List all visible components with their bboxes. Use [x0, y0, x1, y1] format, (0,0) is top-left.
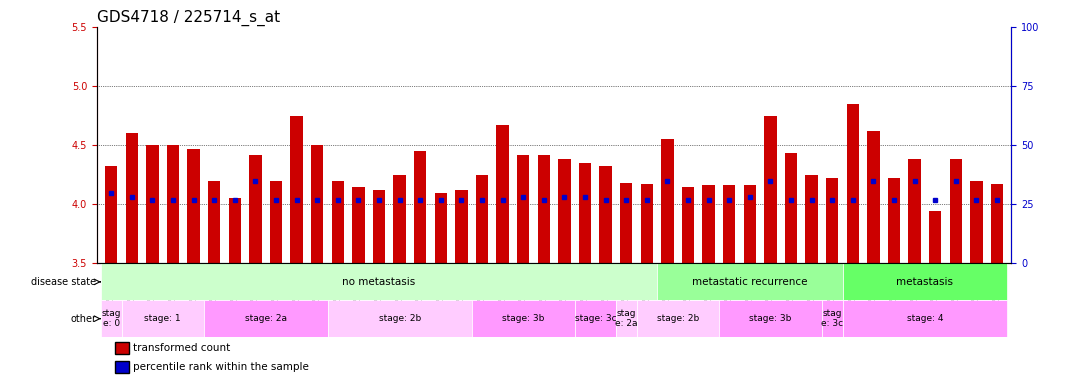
Text: stage: 3b: stage: 3b	[749, 314, 792, 323]
FancyBboxPatch shape	[101, 263, 657, 300]
Bar	[929, 212, 942, 263]
Text: stage: 1: stage: 1	[144, 314, 181, 323]
Bar	[518, 155, 529, 263]
Bar	[167, 145, 180, 263]
Bar	[640, 184, 653, 263]
Bar	[291, 116, 302, 263]
Bar	[558, 159, 570, 263]
Bar	[105, 167, 117, 263]
Bar	[394, 175, 406, 263]
FancyBboxPatch shape	[471, 300, 575, 337]
FancyBboxPatch shape	[657, 263, 843, 300]
Bar	[744, 185, 756, 263]
Bar	[867, 131, 879, 263]
Text: stage: 2b: stage: 2b	[379, 314, 421, 323]
Bar	[229, 199, 241, 263]
FancyBboxPatch shape	[204, 300, 327, 337]
Bar	[208, 180, 221, 263]
Text: no metastasis: no metastasis	[342, 277, 415, 287]
FancyBboxPatch shape	[843, 300, 1007, 337]
Text: stage: 3b: stage: 3b	[502, 314, 544, 323]
FancyBboxPatch shape	[115, 342, 129, 354]
FancyBboxPatch shape	[637, 300, 719, 337]
FancyBboxPatch shape	[843, 263, 1007, 300]
Bar	[270, 180, 282, 263]
FancyBboxPatch shape	[115, 361, 129, 373]
Bar	[723, 185, 735, 263]
FancyBboxPatch shape	[101, 300, 122, 337]
Bar	[579, 163, 591, 263]
Bar	[187, 149, 200, 263]
Bar	[950, 159, 962, 263]
Bar	[764, 116, 777, 263]
Bar	[311, 145, 324, 263]
Bar	[414, 151, 426, 263]
Text: stag
e: 2a: stag e: 2a	[615, 309, 637, 328]
Bar	[476, 175, 489, 263]
Text: other: other	[70, 314, 97, 324]
Bar	[538, 155, 550, 263]
Bar	[599, 167, 612, 263]
Bar	[826, 178, 838, 263]
Bar	[847, 104, 859, 263]
Text: metastatic recurrence: metastatic recurrence	[692, 277, 808, 287]
Text: GDS4718 / 225714_s_at: GDS4718 / 225714_s_at	[97, 9, 280, 25]
Bar	[435, 192, 447, 263]
Bar	[682, 187, 694, 263]
Bar	[496, 125, 509, 263]
Text: stag
e: 3c: stag e: 3c	[821, 309, 844, 328]
Text: transformed count: transformed count	[133, 343, 230, 353]
Bar	[703, 185, 714, 263]
Bar	[971, 180, 982, 263]
FancyBboxPatch shape	[822, 300, 843, 337]
FancyBboxPatch shape	[122, 300, 204, 337]
Bar	[126, 133, 138, 263]
Bar	[991, 184, 1003, 263]
FancyBboxPatch shape	[719, 300, 822, 337]
Text: percentile rank within the sample: percentile rank within the sample	[133, 362, 309, 372]
Text: stag
e: 0: stag e: 0	[101, 309, 121, 328]
Text: stage: 4: stage: 4	[907, 314, 944, 323]
Text: stage: 3c: stage: 3c	[575, 314, 617, 323]
FancyBboxPatch shape	[575, 300, 615, 337]
Text: disease state: disease state	[31, 277, 97, 287]
Text: stage: 2a: stage: 2a	[244, 314, 286, 323]
Bar	[662, 139, 674, 263]
Bar	[620, 183, 633, 263]
Bar	[455, 190, 468, 263]
Text: stage: 2b: stage: 2b	[656, 314, 698, 323]
FancyBboxPatch shape	[615, 300, 637, 337]
Bar	[146, 145, 158, 263]
Bar	[373, 190, 385, 263]
Bar	[250, 155, 261, 263]
FancyBboxPatch shape	[327, 300, 471, 337]
Bar	[806, 175, 818, 263]
Bar	[331, 180, 344, 263]
Bar	[908, 159, 921, 263]
Bar	[784, 154, 797, 263]
Bar	[888, 178, 901, 263]
Bar	[352, 187, 365, 263]
Text: metastasis: metastasis	[896, 277, 953, 287]
